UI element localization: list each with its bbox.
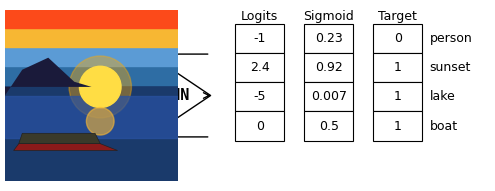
Text: 0.92: 0.92 [315, 61, 343, 74]
Text: lake: lake [430, 90, 455, 103]
FancyBboxPatch shape [304, 112, 353, 141]
FancyBboxPatch shape [235, 82, 285, 112]
Bar [5, 96, 178, 181]
FancyBboxPatch shape [304, 53, 353, 82]
Circle shape [69, 56, 132, 118]
Text: 0: 0 [256, 120, 264, 133]
Text: -1: -1 [253, 32, 266, 45]
PathPatch shape [14, 144, 118, 151]
Text: Logits: Logits [241, 10, 278, 23]
Circle shape [80, 66, 121, 108]
Text: boat: boat [430, 120, 458, 133]
Bar [5, 10, 178, 28]
Text: -5: -5 [253, 90, 266, 103]
Text: 1: 1 [394, 90, 401, 103]
Text: 2.4: 2.4 [250, 61, 270, 74]
Text: Target: Target [378, 10, 417, 23]
Bar [5, 47, 178, 66]
FancyBboxPatch shape [235, 24, 285, 53]
Circle shape [87, 108, 114, 135]
FancyBboxPatch shape [235, 112, 285, 141]
Text: 1: 1 [394, 120, 401, 133]
Bar [5, 96, 178, 138]
Text: sunset: sunset [430, 61, 471, 74]
Text: person: person [430, 32, 472, 45]
Bar [5, 85, 178, 104]
PathPatch shape [19, 133, 100, 144]
Text: Sigmoid: Sigmoid [303, 10, 354, 23]
FancyBboxPatch shape [235, 53, 285, 82]
Bar [5, 66, 178, 85]
Text: 0.23: 0.23 [315, 32, 343, 45]
FancyBboxPatch shape [304, 82, 353, 112]
FancyBboxPatch shape [304, 24, 353, 53]
Text: 0: 0 [394, 32, 401, 45]
FancyBboxPatch shape [373, 53, 422, 82]
PathPatch shape [5, 58, 92, 96]
FancyBboxPatch shape [373, 24, 422, 53]
Text: 0.007: 0.007 [311, 90, 346, 103]
Text: 0.5: 0.5 [319, 120, 339, 133]
Bar [5, 28, 178, 47]
Text: 1: 1 [394, 61, 401, 74]
FancyBboxPatch shape [373, 112, 422, 141]
Text: CNN: CNN [162, 88, 190, 103]
FancyBboxPatch shape [373, 82, 422, 112]
